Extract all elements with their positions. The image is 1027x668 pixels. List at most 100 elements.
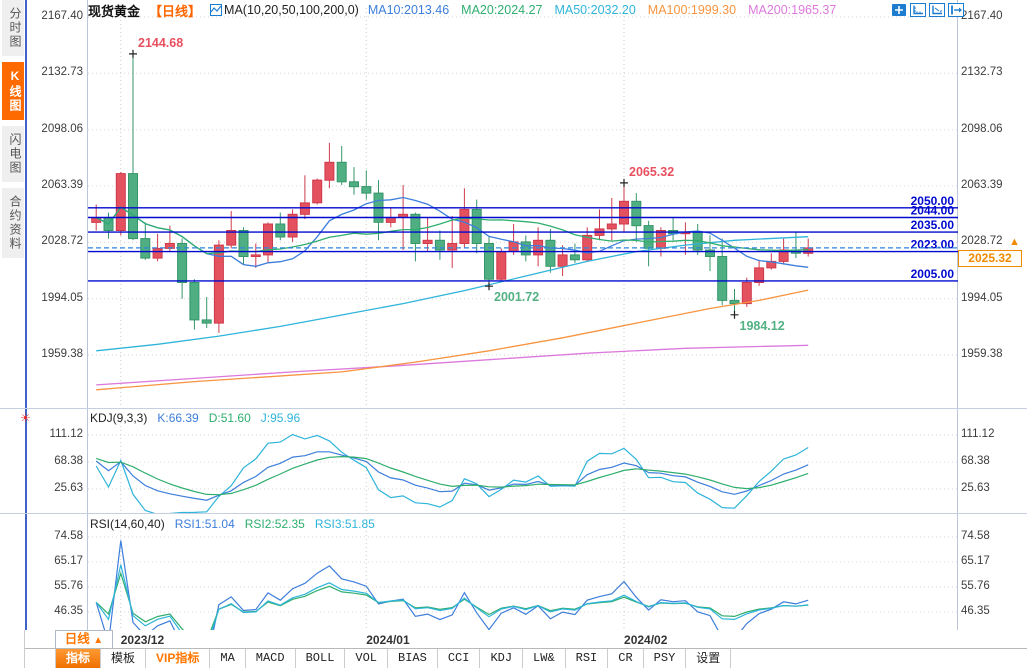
price-tick-left: 2028.72 <box>41 235 83 248</box>
sidebar-tab-contract-info[interactable]: 合约资料 <box>2 188 24 258</box>
plot-right-border <box>957 0 958 630</box>
rsi-tick-left: 65.17 <box>54 554 83 567</box>
kdj-tick-right: 68.38 <box>961 454 990 467</box>
svg-text:2001.72: 2001.72 <box>494 290 539 304</box>
plot-left-border <box>87 0 88 630</box>
ma-settings-icon <box>210 4 223 16</box>
price-tick-right: 1994.05 <box>961 291 1003 304</box>
toolbar-item-cci[interactable]: CCI <box>438 649 481 668</box>
kdj-title: KDJ(9,3,3) <box>90 411 148 425</box>
svg-text:2050.00: 2050.00 <box>911 194 955 208</box>
price-tick-left: 1994.05 <box>41 291 83 304</box>
toolbar-item-kdj[interactable]: KDJ <box>480 649 524 668</box>
sidebar-tab-kline-chart[interactable]: K线图 <box>2 62 24 120</box>
indicator-settings-icon[interactable]: ☀ <box>20 411 31 425</box>
axis-fit-icon[interactable] <box>929 3 945 17</box>
toolbar-item-bias[interactable]: BIAS <box>388 649 438 668</box>
kdj-d-value: D:51.60 <box>208 411 251 425</box>
svg-text:2023.00: 2023.00 <box>911 238 955 252</box>
price-tick-left: 2167.40 <box>41 10 83 22</box>
kdj-k-value: K:66.39 <box>157 411 199 425</box>
rsi-tick-right: 55.76 <box>961 579 990 592</box>
time-axis-row <box>0 630 1027 648</box>
rsi-tick-right: 65.17 <box>961 554 990 567</box>
rsi-tick-right: 74.58 <box>961 530 990 542</box>
ma-value: MA100:1999.30 <box>647 3 737 17</box>
toolbar-item-vol[interactable]: VOL <box>345 649 389 668</box>
toolbar-item-indicators[interactable]: 指标 <box>55 649 102 668</box>
toolbar-item-rsi[interactable]: RSI <box>566 649 609 668</box>
panel-separator-2 <box>0 513 1027 514</box>
price-up-arrow-icon: ▲ <box>1009 236 1020 248</box>
period-dropdown-arrow-icon: ▲ <box>93 635 104 646</box>
kdj-tick-right: 25.63 <box>961 481 990 494</box>
xaxis-label-2023-12: 2023/12 <box>120 633 165 647</box>
kdj-tick-left: 25.63 <box>54 481 83 494</box>
kdj-tick-left: 68.38 <box>54 454 83 467</box>
rsi3-value: RSI3:51.85 <box>314 517 375 531</box>
sidebar-tab-lightning-chart[interactable]: 闪电图 <box>2 126 24 182</box>
xaxis-label-2024-01: 2024/01 <box>366 633 410 647</box>
rsi1-value: RSI1:51.04 <box>174 517 235 531</box>
rsi-tick-left: 46.35 <box>54 604 83 617</box>
kdj-header: KDJ(9,3,3) K:66.39 D:51.60 J:95.96 <box>90 411 300 425</box>
sidebar-divider <box>25 0 27 630</box>
kdj-tick-left: 111.12 <box>49 428 83 440</box>
toolbar-item-ma[interactable]: MA <box>210 649 246 668</box>
bottom-left-corner <box>0 630 25 668</box>
last-price-tag: 2025.32 <box>958 250 1022 267</box>
ma-value: MA50:2032.20 <box>554 3 636 17</box>
price-tick-right: 2167.40 <box>961 10 1003 22</box>
price-tick-right: 2098.06 <box>961 122 1003 135</box>
toolbar-item-cr[interactable]: CR <box>608 649 644 668</box>
ma-params[interactable]: MA(10,20,50,100,200,0) <box>210 3 359 17</box>
symbol-name: 现货黄金 <box>88 3 141 19</box>
ma-value-list: MA10:2013.46 MA20:2024.27 MA50:2032.20 MA10… <box>368 3 836 17</box>
rsi-tick-left: 55.76 <box>54 579 83 592</box>
chart-header: 现货黄金 【日线】 MA(10,20,50,100,200,0) MA10:20… <box>88 2 836 19</box>
crosshair-icon[interactable] <box>891 3 907 17</box>
rsi-tick-left: 74.58 <box>54 530 83 542</box>
indicator-toolbar: 指标 模板 VIP指标 MA MACD BOLL VOL BIAS CCI KDJ LW& RSI CR… <box>25 648 1027 668</box>
chart-type-sidebar: 分时图 K线图闪电图合约资料 <box>0 0 25 630</box>
period-selector-button[interactable]: 日线 ▲ <box>55 630 113 649</box>
period-tag: 【日线】 <box>149 3 202 19</box>
svg-text:2005.00: 2005.00 <box>911 267 955 281</box>
ma-value: MA200:1965.37 <box>748 3 837 17</box>
rsi2-value: RSI2:52.35 <box>244 517 305 531</box>
sidebar-tab-timeshare-chart[interactable]: 分时图 <box>2 0 24 56</box>
price-tick-left: 2063.39 <box>41 179 83 191</box>
rsi-title: RSI(14,60,40) <box>90 517 165 531</box>
xaxis-label-2024-02: 2024/02 <box>624 633 668 647</box>
svg-text:2144.68: 2144.68 <box>138 36 183 50</box>
kdj-chart-canvas[interactable] <box>88 410 958 513</box>
price-tick-left: 2132.73 <box>41 66 83 79</box>
price-tick-right: 2028.72 <box>961 235 1003 248</box>
chart-tool-icons <box>891 3 964 17</box>
svg-text:2044.00: 2044.00 <box>911 204 955 218</box>
toolbar-item-macd[interactable]: MACD <box>246 649 296 668</box>
svg-text:2035.00: 2035.00 <box>911 218 955 232</box>
ma-value: MA20:2024.27 <box>461 3 543 17</box>
rsi-chart-canvas[interactable] <box>88 515 958 630</box>
price-tick-left: 2098.06 <box>41 122 83 135</box>
toolbar-item-templates[interactable]: 模板 <box>101 649 147 668</box>
price-tick-right: 2132.73 <box>961 66 1003 79</box>
pan-right-icon[interactable] <box>948 3 964 17</box>
price-tick-right: 1959.38 <box>961 348 1003 360</box>
toolbar-item-psy[interactable]: PSY <box>644 649 687 668</box>
kdj-j-value: J:95.96 <box>260 411 301 425</box>
axis-scale-icon[interactable] <box>910 3 926 17</box>
toolbar-item-settings[interactable]: 设置 <box>686 649 732 668</box>
rsi-tick-right: 46.35 <box>961 604 990 617</box>
svg-text:1984.12: 1984.12 <box>740 319 785 333</box>
price-tick-left: 1959.38 <box>41 348 83 360</box>
toolbar-item-boll[interactable]: BOLL <box>296 649 346 668</box>
ma-value: MA10:2013.46 <box>367 3 450 17</box>
toolbar-item-vip-indicators[interactable]: VIP指标 <box>146 649 211 668</box>
toolbar-item-lwr[interactable]: LW& <box>523 649 566 668</box>
panel-separator-1 <box>0 408 1027 409</box>
price-tick-right: 2063.39 <box>961 179 1003 191</box>
